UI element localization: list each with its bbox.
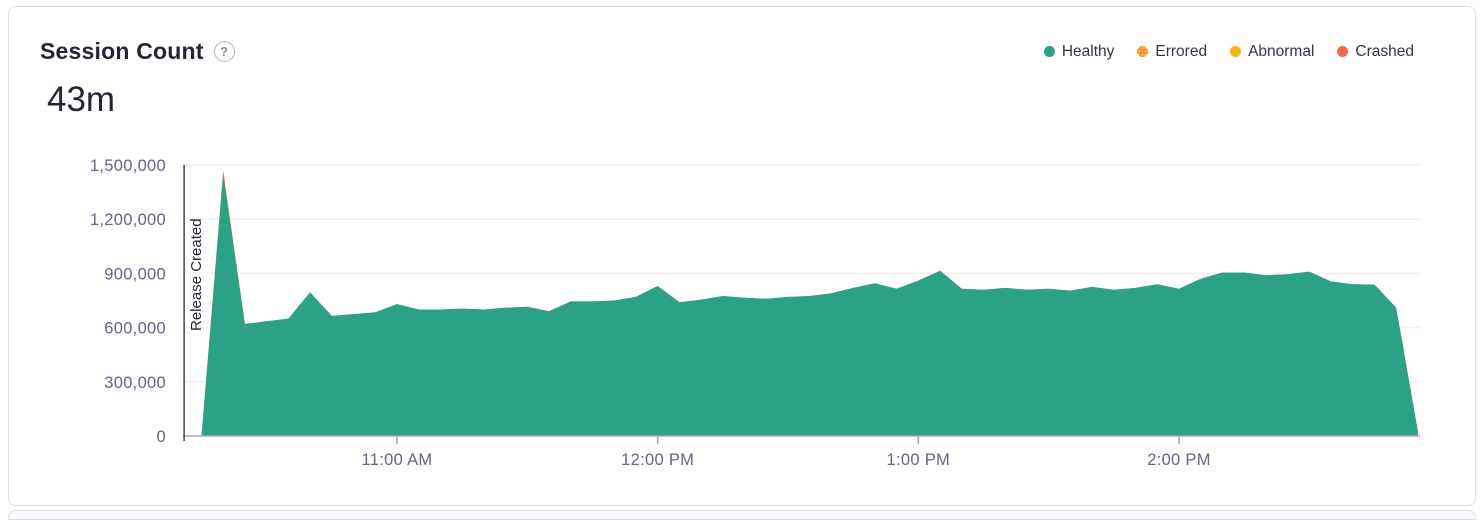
y-axis-label: 1,500,000	[90, 157, 166, 175]
legend-label: Crashed	[1355, 42, 1414, 60]
x-axis-label: 11:00 AM	[362, 451, 433, 469]
legend-item-crashed[interactable]: Crashed	[1337, 43, 1414, 61]
healthy-series-dot-icon	[1043, 46, 1055, 57]
legend-label: Healthy	[1061, 42, 1115, 60]
x-axis-label: 12:00 PM	[621, 451, 694, 469]
x-axis-label: 1:00 PM	[887, 451, 951, 469]
y-axis-label: 600,000	[104, 320, 166, 338]
release-created-label: Release Created	[188, 218, 205, 331]
y-axis-label: 900,000	[104, 265, 166, 283]
next-card-edge	[8, 510, 1476, 520]
y-axis-label: 0	[157, 428, 166, 446]
legend-item-errored[interactable]: Errored	[1137, 43, 1207, 61]
abnormal-series-dot-icon	[1230, 46, 1242, 57]
help-icon[interactable]: ?	[213, 41, 235, 62]
page-title: Session Count	[40, 38, 204, 64]
legend-label: Errored	[1155, 42, 1208, 60]
y-axis-label: 300,000	[104, 374, 166, 392]
session-total: 43m	[47, 80, 116, 119]
crashed-series-dot-icon	[1337, 46, 1349, 57]
legend-item-abnormal[interactable]: Abnormal	[1230, 43, 1314, 61]
legend-item-healthy[interactable]: Healthy	[1043, 42, 1115, 61]
x-axis-label: 2:00 PM	[1147, 451, 1211, 469]
healthy-area[interactable]	[201, 174, 1418, 436]
y-axis-label: 1,200,000	[90, 211, 166, 229]
legend: Healthy Errored Abnormal Crashed	[1043, 42, 1414, 61]
errored-series-dot-icon	[1137, 46, 1149, 57]
legend-label: Abnormal	[1248, 42, 1315, 60]
chart-header: Session Count ? Healthy Errored Abnormal Cr…	[40, 38, 1414, 65]
